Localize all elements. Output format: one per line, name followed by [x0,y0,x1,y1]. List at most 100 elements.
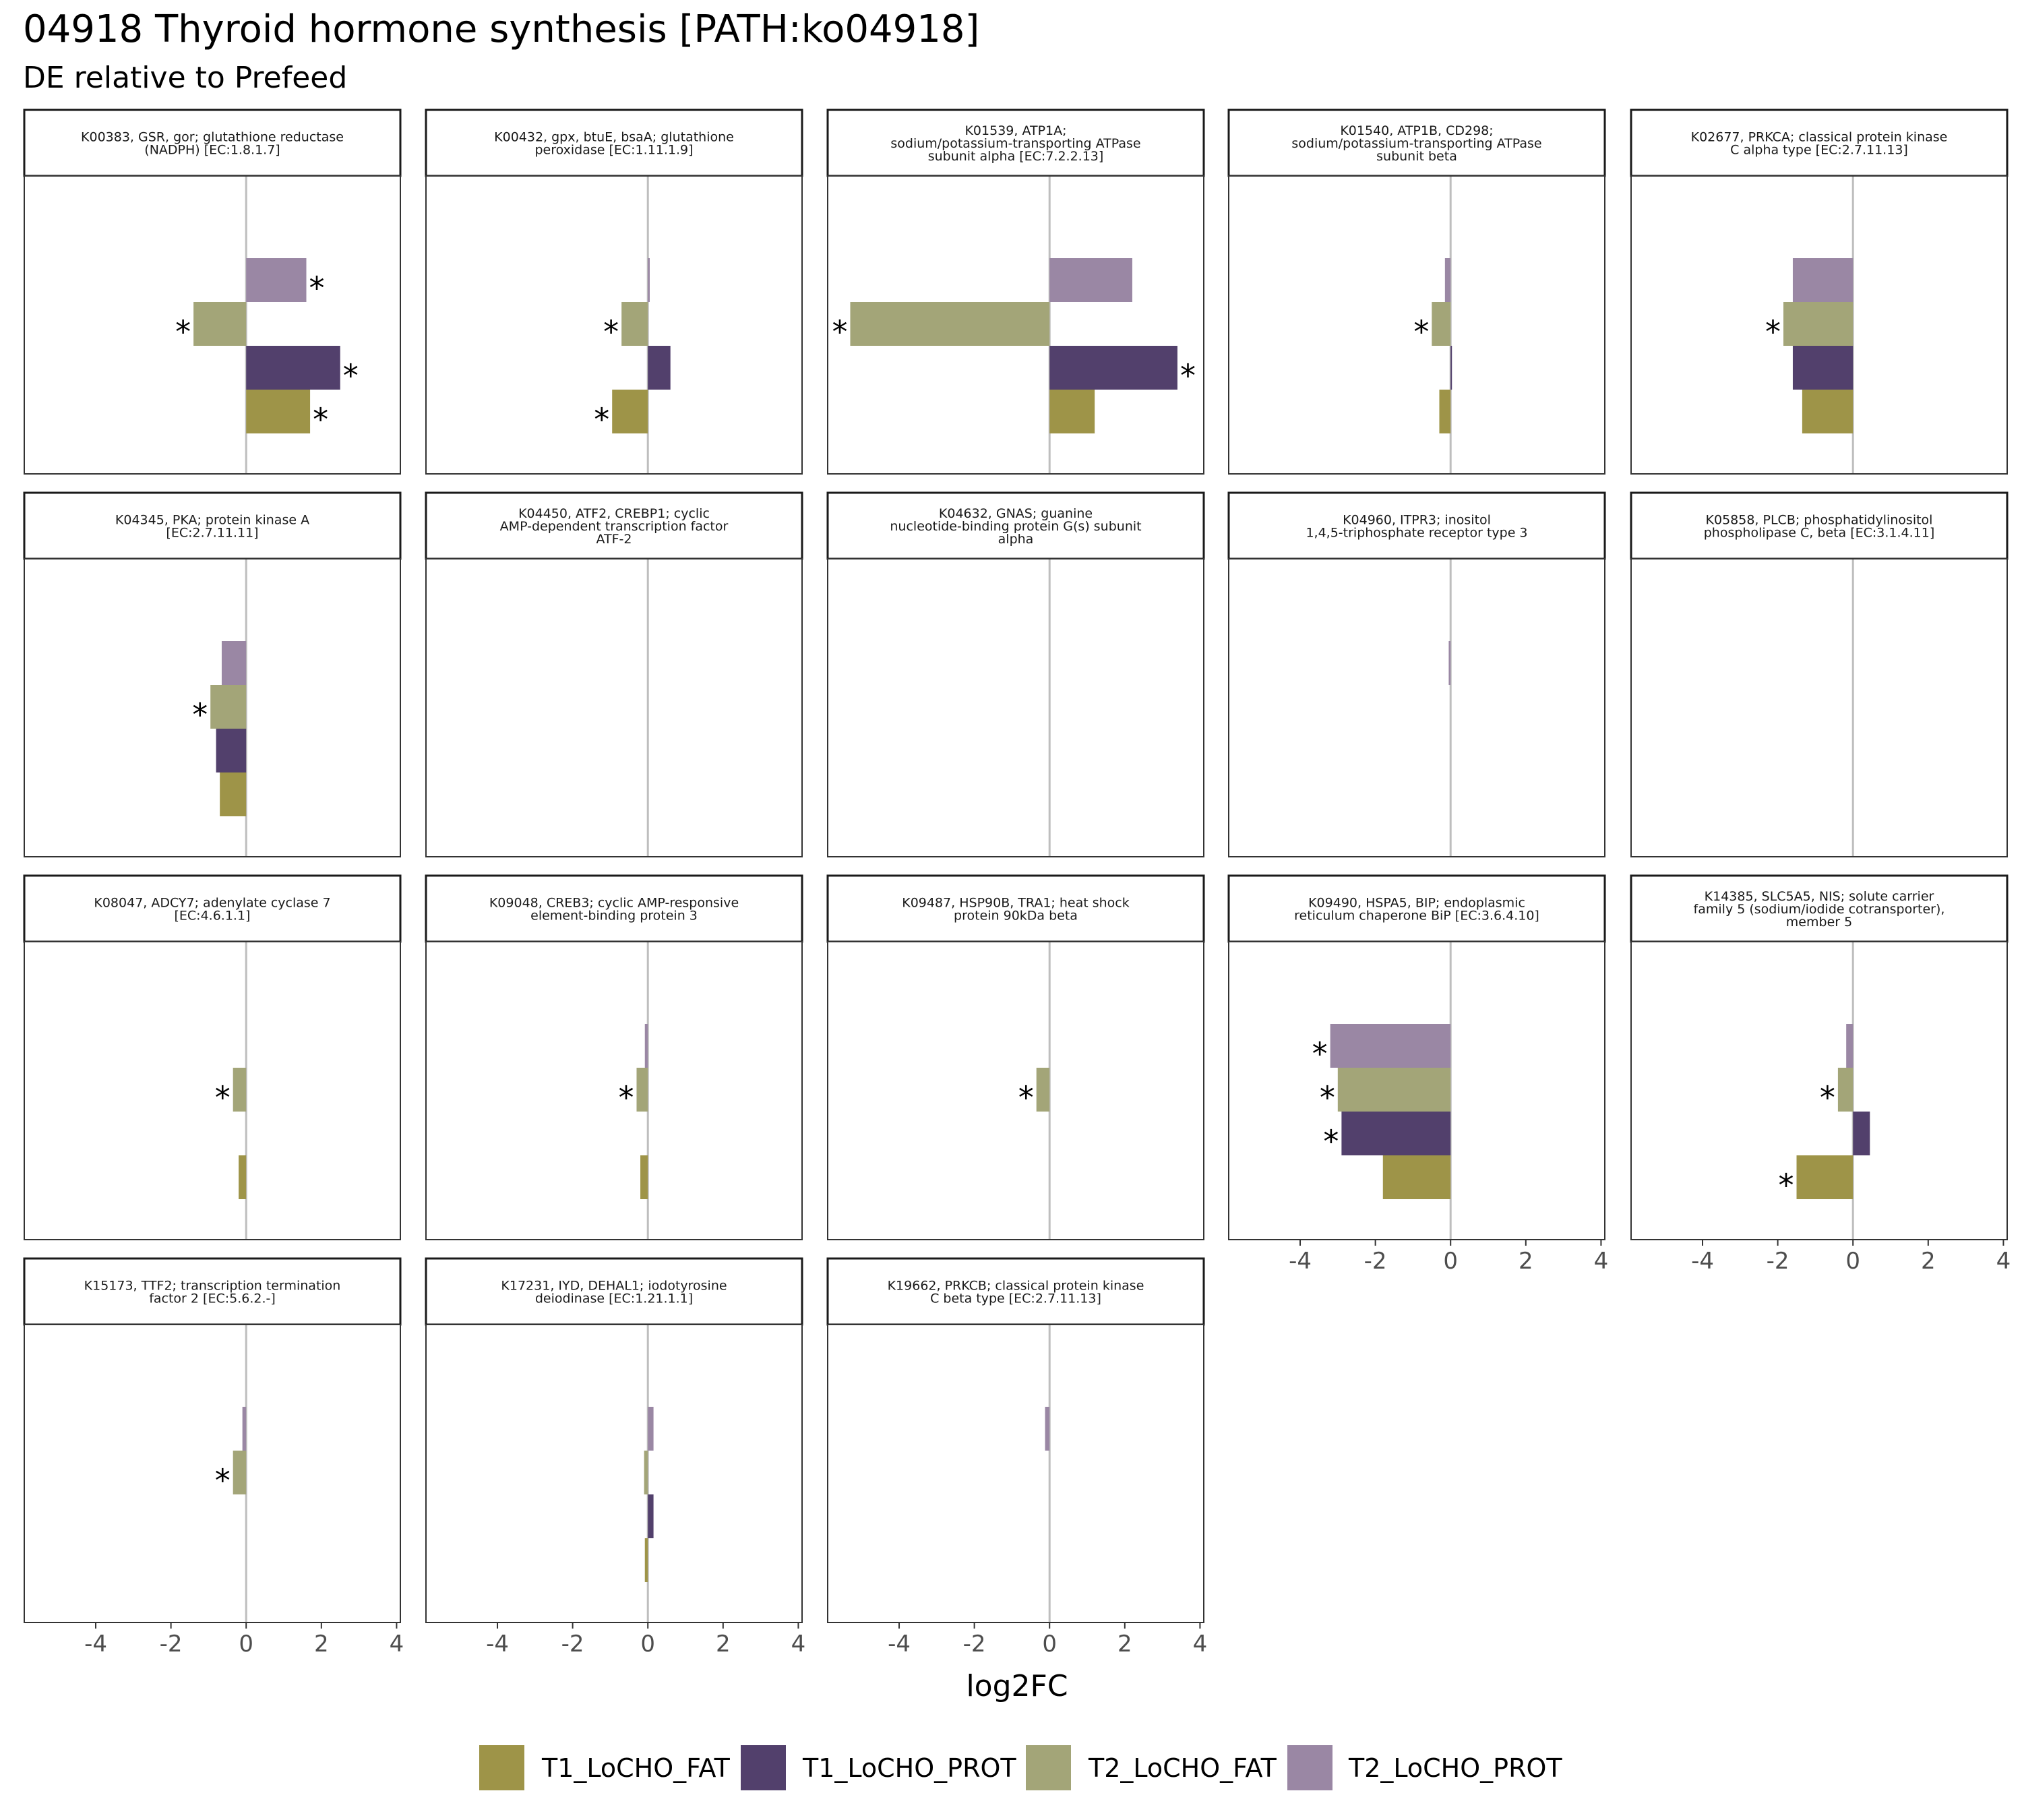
facet-title-line: K17231, IYD, DEHAL1; iodotyrosine [501,1279,727,1294]
facet-title-line: C alpha type [EC:2.7.11.13] [1730,143,1908,158]
facet-panel: K01539, ATP1A;sodium/potassium-transport… [826,109,1205,475]
x-tick-label: 2 [1921,1248,1936,1275]
bar-T2_LoCHO_PROT [221,641,247,685]
panel-border [425,175,803,475]
significance-marker: * [175,314,191,351]
facet-panel: K00432, gpx, btuE, bsaA; glutathionepero… [425,109,803,475]
significance-marker: * [1765,314,1781,351]
bar-T2_LoCHO_PROT [644,1024,648,1068]
facet-title-line: peroxidase [EC:1.11.1.9] [534,143,693,158]
significance-marker: * [832,314,847,351]
significance-marker: * [192,697,208,733]
facet-title-line: family 5 (sodium/iodide cotransporter), [1694,902,1945,917]
facet-title-line: K00383, GSR, gor; glutathione reductase [81,130,344,145]
facet-title-line: K01539, ATP1A; [964,123,1066,138]
facet-title-line: nucleotide-binding protein G(s) subunit [890,519,1141,534]
bar-T1_LoCHO_PROT [216,729,247,772]
facet-panel: K14385, SLC5A5, NIS; solute carrierfamil… [1630,874,2011,1275]
x-tick-label: 4 [1594,1248,1609,1275]
bar-T1_LoCHO_PROT [1049,346,1177,390]
bar-T2_LoCHO_PROT [1049,258,1132,302]
facet-strip [425,1257,803,1326]
bar-T2_LoCHO_FAT [1337,1068,1451,1112]
facet-panel: K01540, ATP1B, CD298;sodium/potassium-tr… [1227,109,1606,475]
panel-body [828,1325,1204,1622]
bar-T2_LoCHO_PROT [1846,1024,1854,1068]
panel-body [828,559,1204,857]
panel-body [426,559,802,857]
legend-swatch [1026,1745,1071,1790]
bar-T1_LoCHO_PROT [1853,1112,1870,1155]
panel-body [1229,176,1605,474]
facet-title-line: alpha [998,532,1034,547]
facet-panel: K04960, ITPR3; inositol1,4,5-triphosphat… [1227,491,1606,857]
bar-T2_LoCHO_PROT [648,1407,654,1451]
facet-panel: K17231, IYD, DEHAL1; iodotyrosinedeiodin… [425,1257,806,1658]
facet-strip [1630,874,2009,943]
bar-T2_LoCHO_PROT [246,258,307,302]
facet-title-line: 1,4,5-triphosphate receptor type 3 [1306,526,1527,541]
facet-panel: K08047, ADCY7; adenylate cyclase 7[EC:4.… [23,874,402,1240]
facet-title-line: [EC:2.7.11.11] [166,526,258,541]
x-tick-label: 4 [1996,1248,2011,1275]
facet-title-line: K04960, ITPR3; inositol [1343,513,1491,528]
x-tick-label: 4 [791,1631,806,1658]
facet-title-line: K05858, PLCB; phosphatidylinositol [1706,513,1933,528]
bar-T2_LoCHO_FAT [850,302,1050,346]
facet-panel: K05858, PLCB; phosphatidylinositolphosph… [1630,491,2009,857]
facet-strip [1630,491,2009,560]
panel-body [426,942,802,1240]
x-tick-label: 2 [1519,1248,1533,1275]
facet-strip [23,1257,402,1326]
significance-marker: * [1018,1080,1034,1116]
panel-border [425,1324,803,1623]
x-tick-label: -2 [1364,1248,1387,1275]
facet-strip [23,491,402,560]
panel-border [827,175,1204,475]
legend-label: T2_LoCHO_PROT [1348,1753,1562,1783]
facet-title-line: sodium/potassium-transporting ATPase [890,136,1140,151]
panel-body [1631,559,2007,857]
facet-panels: K00383, GSR, gor; glutathione reductase(… [23,109,2011,1658]
bar-T2_LoCHO_PROT [1448,641,1451,685]
x-tick-label: -2 [160,1631,183,1658]
significance-marker: * [1413,314,1429,351]
facet-panel: K15173, TTF2; transcription terminationf… [23,1257,404,1658]
bar-T2_LoCHO_PROT [1444,258,1451,302]
significance-marker: * [1323,1124,1339,1160]
legend-item: T2_LoCHO_FAT [1026,1745,1277,1790]
bar-T1_LoCHO_FAT [644,1538,648,1582]
facet-panel: K09490, HSPA5, BIP; endoplasmicreticulum… [1227,874,1609,1275]
facet-title-line: K09048, CREB3; cyclic AMP-responsive [489,896,739,911]
facet-title-line: (NADPH) [EC:1.8.1.7] [144,143,280,158]
x-tick-label: -2 [1767,1248,1789,1275]
facet-title-line: K01540, ATP1B, CD298; [1340,123,1493,138]
significance-marker: * [603,314,619,351]
x-tick-label: -2 [963,1631,986,1658]
facet-title-line: factor 2 [EC:5.6.2.-] [149,1292,276,1306]
facet-title-line: K19662, PRKCB; classical protein kinase [888,1279,1144,1294]
panel-body [24,1325,400,1622]
facet-title-line: deiodinase [EC:1.21.1.1] [535,1292,693,1306]
bar-T2_LoCHO_PROT [242,1407,247,1451]
x-tick-label: -4 [1691,1248,1714,1275]
significance-marker: * [343,358,359,394]
panel-border [24,941,401,1240]
bar-T1_LoCHO_PROT [648,346,671,390]
bar-T2_LoCHO_FAT [644,1451,648,1494]
significance-marker: * [1312,1036,1328,1072]
panel-border [1228,941,1605,1240]
legend-item: T1_LoCHO_PROT [741,1745,1016,1790]
x-tick-label: -4 [84,1631,107,1658]
legend: T1_LoCHO_FAT T1_LoCHO_PROT T2_LoCHO_FAT T2_… [479,1745,1562,1790]
bar-T2_LoCHO_FAT [1432,302,1451,346]
significance-marker: * [1820,1080,1835,1116]
facet-panel: K09487, HSP90B, TRA1; heat shockprotein … [826,874,1205,1240]
significance-marker: * [309,270,325,307]
legend-swatch [1287,1745,1332,1790]
legend-label: T2_LoCHO_FAT [1088,1753,1277,1783]
facet-strip [826,874,1205,943]
bar-T2_LoCHO_PROT [1045,1407,1050,1451]
panel-body [426,1325,802,1622]
